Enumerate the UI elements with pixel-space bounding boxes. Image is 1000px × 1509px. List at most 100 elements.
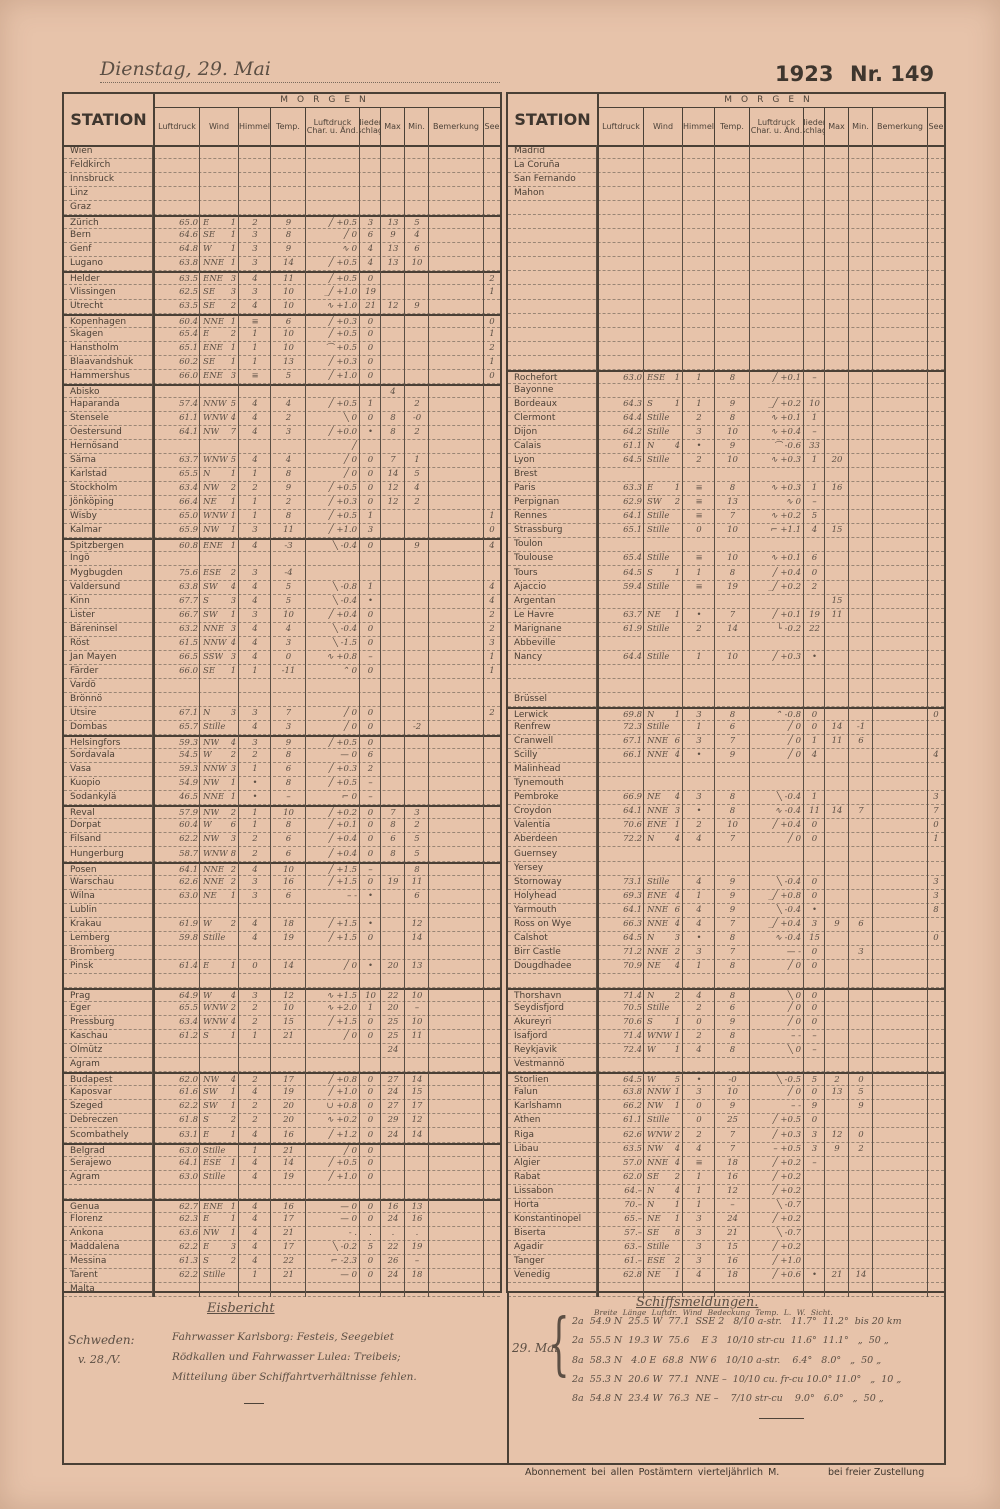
table-row: Feldkirch (64, 159, 500, 174)
pressure-tendency-value: ⌃ -0.8 (774, 710, 801, 720)
sky-value: 1 (696, 651, 702, 662)
sky-value (683, 286, 715, 299)
remark-value (873, 749, 928, 762)
wind-force: 1 (230, 778, 236, 789)
min-temp-value (405, 440, 429, 453)
table-row (508, 257, 944, 272)
max-temp-value (825, 1255, 849, 1268)
pressure-tendency-value: ╱ 0 (343, 960, 357, 971)
remark-value (429, 316, 484, 327)
wind-force: 2 (230, 567, 236, 578)
wind-force: 1 (674, 1017, 680, 1028)
max-temp-value: 13 (831, 1087, 843, 1098)
sky-value: 0 (696, 1101, 702, 1112)
wind-cell (644, 679, 683, 692)
max-temp-value: 6 (390, 834, 396, 845)
sky-value: 4 (252, 300, 258, 311)
table-row: Vlissingen 62.5 SE 3 3 10 _╱ +1.0 19 1 (64, 286, 500, 300)
table-row: Malinhead (508, 763, 944, 778)
sky-value: 2 (252, 218, 258, 229)
max-temp-value: 9 (390, 230, 396, 241)
sky-value (683, 159, 715, 172)
wind-cell: NW 7 (200, 426, 239, 439)
wind-cell: Stille (200, 721, 239, 734)
precipitation-value: 0 (367, 834, 374, 845)
precipitation-value: 0 (367, 455, 374, 466)
wind-cell: WNW 4 (200, 1016, 239, 1029)
max-temp-value (381, 286, 405, 299)
wind-cell (644, 356, 683, 369)
sky-value: 3 (696, 710, 702, 720)
remark-value (429, 581, 484, 594)
wind-cell: NNE 1 (200, 791, 239, 804)
wind-cell (644, 187, 683, 200)
pressure-value (599, 763, 644, 776)
pressure-value: 63.7 (623, 609, 642, 620)
wind-force: 1 (230, 1087, 236, 1098)
pressure-tendency-value: ╱ 0 (343, 722, 357, 733)
pressure-tendency-value: ∪ +0.8 (326, 1101, 357, 1112)
temperature-value: 4 (285, 623, 292, 634)
remark-value (873, 1143, 928, 1156)
wind-direction: N (647, 834, 655, 845)
temperature-value (715, 848, 750, 861)
temperature-value (271, 173, 306, 186)
table-row: Rennes 64.1 Stille ≡ 7 ∿ +0.2 5 (508, 510, 944, 525)
max-temp-value (825, 567, 849, 580)
station-name: Bäreninsel (70, 623, 118, 634)
precipitation-value: 5 (367, 1241, 374, 1252)
wind-cell: SW 1 (200, 609, 239, 622)
end-mark (244, 1403, 264, 1404)
min-temp-value: -2 (412, 722, 422, 733)
wind-direction: NE (647, 1213, 661, 1224)
wind-cell: Stille (644, 1241, 683, 1254)
min-temp-value (849, 538, 873, 551)
precipitation-value: – (812, 497, 817, 508)
station-name: Dougdhadee (514, 960, 572, 971)
precipitation-value: 0 (367, 1171, 374, 1182)
max-temp-value (825, 1002, 849, 1015)
table-row: Pressburg 63.4 WNW 4 2 15 ╱ +1.5 0 25 10 (64, 1016, 500, 1031)
temperature-value: 9 (285, 738, 292, 749)
remark-value (429, 159, 484, 172)
sky-value: ≡ (695, 1157, 703, 1168)
min-temp-value: 8 (414, 864, 420, 875)
precipitation-value (804, 300, 825, 313)
pressure-value: 64.5 (623, 567, 642, 578)
temperature-value: 2 (285, 497, 292, 508)
sky-value: 4 (252, 541, 258, 552)
sky-value: 2 (252, 1017, 258, 1028)
sky-value (239, 201, 271, 214)
precipitation-value: 4 (811, 750, 818, 761)
table-row: Lemberg 59.8 Stille 4 19 ╱ +1.5 0 14 (64, 932, 500, 946)
min-temp-value (405, 386, 429, 397)
remark-value (873, 1227, 928, 1240)
sea-state-value (928, 1002, 944, 1015)
temperature-value: 9 (729, 890, 736, 901)
sky-value: 4 (252, 637, 258, 648)
pressure-tendency-value: ╱ +0.5 (328, 738, 357, 749)
station-name: Innsbruck (70, 174, 115, 185)
max-temp-value (381, 637, 405, 650)
min-temp-value: 5 (414, 834, 420, 845)
precipitation-value: – (368, 792, 373, 803)
max-temp-value (825, 904, 849, 917)
column-header-pressure-tendency: Luftdruck Char. u. Änd. (306, 108, 360, 145)
min-temp-value: 11 (411, 1031, 423, 1042)
max-temp-value: 16 (387, 1201, 399, 1212)
wind-cell: Stille (644, 1114, 683, 1127)
min-temp-value: 2 (414, 427, 420, 437)
min-temp-value (849, 862, 873, 875)
wind-direction: ENE (647, 890, 667, 901)
pressure-value: 64.5 (623, 1075, 642, 1086)
wind-force: 1 (674, 1087, 680, 1098)
sea-state-value (484, 159, 500, 172)
station-name: Argentan (514, 595, 556, 606)
pressure-value: 63.5 (179, 274, 198, 285)
pressure-value: 63.8 (179, 258, 198, 269)
station-name: Malta (70, 1284, 95, 1295)
sea-state-value: 1 (489, 286, 495, 297)
precipitation-value: 2 (811, 581, 818, 592)
